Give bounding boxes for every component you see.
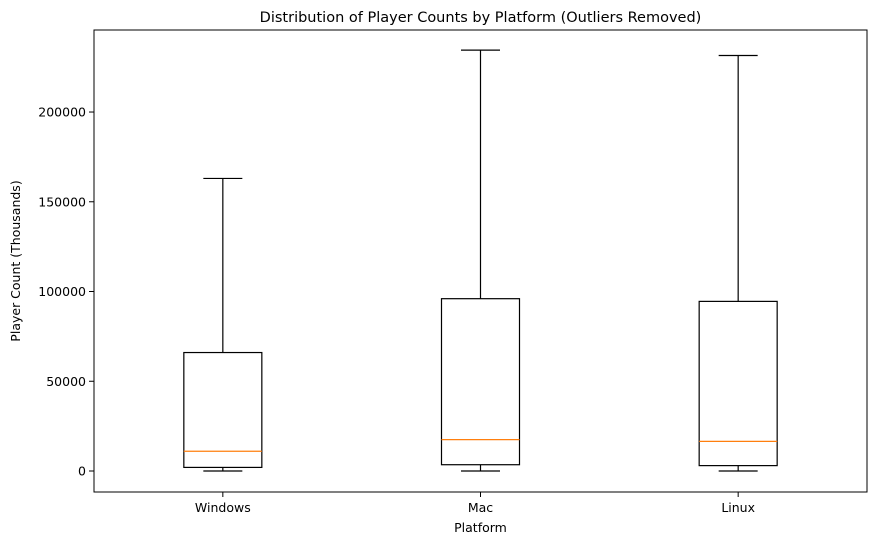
- x-tick-label-linux: Linux: [721, 500, 755, 515]
- y-tick-label-4: 200000: [38, 105, 86, 120]
- y-tick-label-1: 50000: [46, 374, 86, 389]
- x-axis-label: Platform: [454, 520, 507, 535]
- box-mac: [440, 298, 521, 466]
- x-tick-label-windows: Windows: [195, 500, 251, 515]
- y-tick-label-0: 0: [78, 464, 86, 479]
- y-tick-label-3: 150000: [38, 194, 86, 209]
- x-tick-label-mac: Mac: [468, 500, 493, 515]
- plot-frame: [93, 29, 868, 493]
- plot-area: 0 50000 100000 150000 200000 Windows Mac Linux: [38, 49, 778, 515]
- box-linux: [698, 300, 778, 467]
- chart-title: Distribution of Player Counts by Platfor…: [260, 10, 702, 26]
- y-tick-label-2: 100000: [38, 284, 86, 299]
- y-axis-label: Player Count (Thousands): [8, 180, 23, 341]
- box-windows: [183, 351, 263, 469]
